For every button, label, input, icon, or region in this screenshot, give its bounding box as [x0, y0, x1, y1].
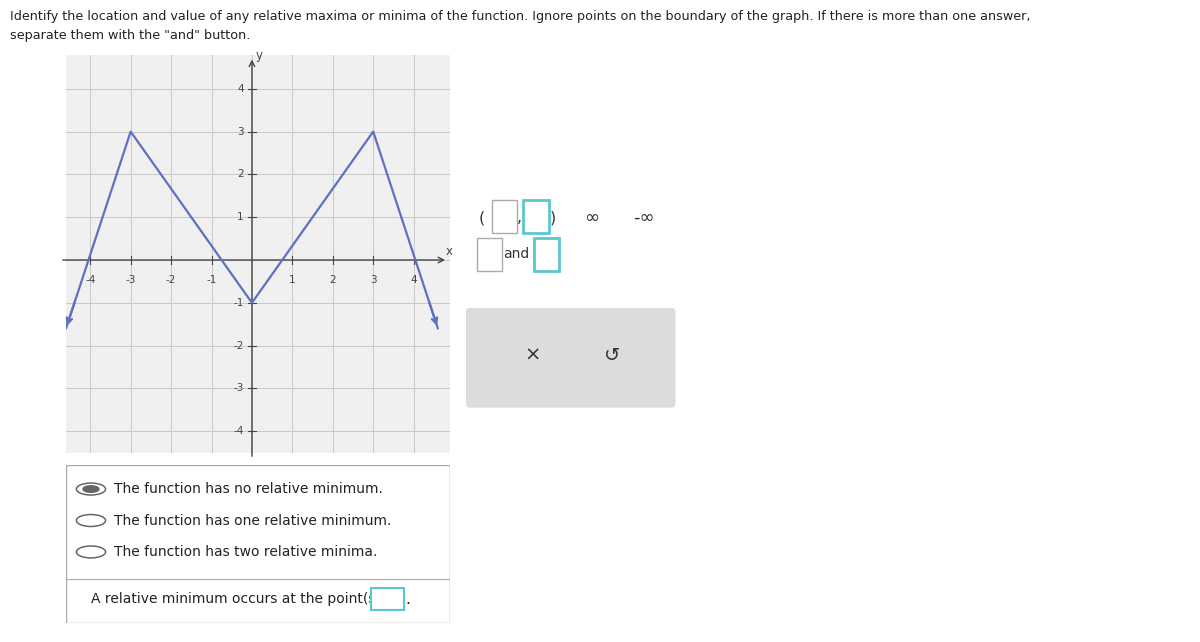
Text: The function has two relative minima.: The function has two relative minima. — [114, 545, 377, 559]
FancyBboxPatch shape — [66, 465, 450, 623]
Text: The function has no relative minimum.: The function has no relative minimum. — [114, 482, 383, 496]
Text: ∞: ∞ — [584, 209, 599, 227]
Text: -3: -3 — [126, 275, 136, 285]
Text: Identify the location and value of any relative maxima or minima of the function: Identify the location and value of any r… — [10, 10, 1030, 22]
Text: -2: -2 — [234, 341, 244, 351]
Text: A relative minimum occurs at the point(s): A relative minimum occurs at the point(s… — [91, 592, 380, 606]
FancyBboxPatch shape — [478, 238, 503, 271]
Text: 3: 3 — [370, 275, 377, 285]
Text: -4: -4 — [85, 275, 96, 285]
Text: -∞: -∞ — [634, 209, 655, 227]
FancyBboxPatch shape — [492, 200, 517, 233]
Text: 1: 1 — [238, 213, 244, 222]
FancyBboxPatch shape — [523, 200, 548, 233]
Text: ,: , — [517, 210, 522, 225]
Text: 1: 1 — [289, 275, 295, 285]
Text: y: y — [256, 49, 263, 62]
Circle shape — [83, 486, 98, 492]
Text: (: ( — [478, 210, 485, 225]
Text: 4: 4 — [238, 84, 244, 94]
Text: -1: -1 — [234, 298, 244, 308]
FancyBboxPatch shape — [466, 308, 676, 408]
Text: ×: × — [524, 346, 541, 365]
Text: 2: 2 — [238, 169, 244, 179]
FancyBboxPatch shape — [534, 238, 559, 271]
Text: 4: 4 — [410, 275, 416, 285]
Text: 3: 3 — [238, 126, 244, 137]
Text: The function has one relative minimum.: The function has one relative minimum. — [114, 514, 391, 528]
Text: -2: -2 — [166, 275, 176, 285]
Text: 2: 2 — [330, 275, 336, 285]
Text: -3: -3 — [234, 383, 244, 394]
Text: .: . — [406, 592, 410, 607]
FancyBboxPatch shape — [462, 166, 679, 412]
Text: separate them with the "and" button.: separate them with the "and" button. — [10, 29, 250, 42]
Text: -4: -4 — [234, 426, 244, 436]
Text: ): ) — [550, 210, 556, 225]
Text: -1: -1 — [206, 275, 217, 285]
Text: and: and — [504, 247, 529, 261]
FancyBboxPatch shape — [371, 588, 404, 610]
Text: x: x — [445, 245, 452, 258]
Text: ↺: ↺ — [605, 346, 620, 365]
